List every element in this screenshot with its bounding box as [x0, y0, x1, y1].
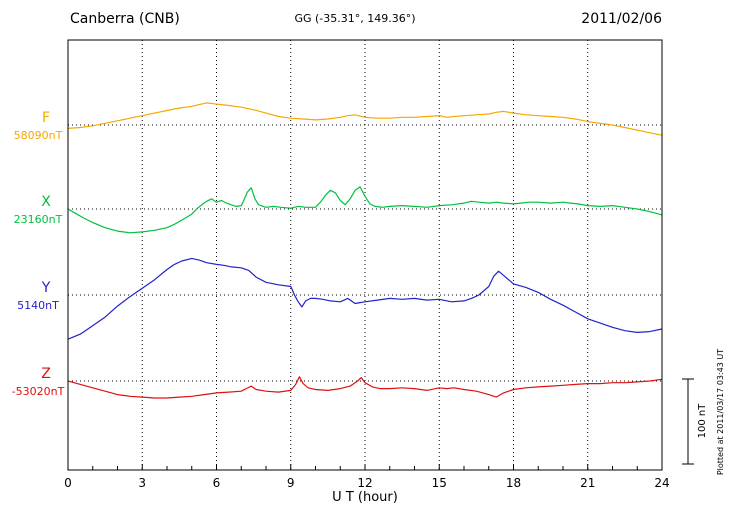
trace-Y: [67, 257, 663, 340]
component-letter-X: X: [41, 194, 51, 210]
component-letter-Y: Y: [41, 280, 51, 296]
x-tick-label: 9: [287, 476, 295, 490]
x-tick-label: 3: [138, 476, 146, 490]
station-coordinates: GG (-35.31°, 149.36°): [294, 12, 415, 25]
x-tick-label: 15: [432, 476, 447, 490]
x-tick-label: 12: [357, 476, 372, 490]
x-tick-label: 0: [64, 476, 72, 490]
scale-bar: 100 nT: [682, 378, 708, 465]
gridlines: [141, 40, 589, 470]
plot-frame: [67, 39, 663, 471]
plot-date: 2011/02/06: [581, 11, 662, 27]
component-labels: F 58090nT X 23160nT Y 5140nT Z -53020nT: [12, 110, 65, 398]
trace-X: [67, 186, 663, 234]
component-baseline-value-F: 58090nT: [14, 129, 63, 142]
trace-F: [67, 102, 663, 136]
x-tick-label: 6: [213, 476, 221, 490]
x-tick-label: 24: [654, 476, 669, 490]
scale-bar-label: 100 nT: [697, 403, 708, 439]
component-baseline-value-X: 23160nT: [14, 213, 63, 226]
component-letter-Z: Z: [41, 366, 51, 382]
trace-Z: [67, 376, 663, 399]
component-letter-F: F: [42, 110, 50, 126]
component-baseline-value-Y: 5140nT: [17, 299, 59, 312]
axis-ticks: [92, 464, 638, 470]
station-title: Canberra (CNB): [70, 11, 180, 27]
plotted-at-note: Plotted at 2011/03/17 03:43 UT: [716, 349, 725, 475]
component-traces: [67, 102, 663, 399]
x-tick-labels: 0 3 6 9 12 15 18 21 24: [64, 476, 669, 490]
x-axis-label: U T (hour): [332, 490, 398, 505]
component-baseline-value-Z: -53020nT: [12, 385, 65, 398]
component-baselines: [68, 124, 662, 382]
x-tick-label: 21: [580, 476, 595, 490]
x-tick-label: 18: [506, 476, 521, 490]
